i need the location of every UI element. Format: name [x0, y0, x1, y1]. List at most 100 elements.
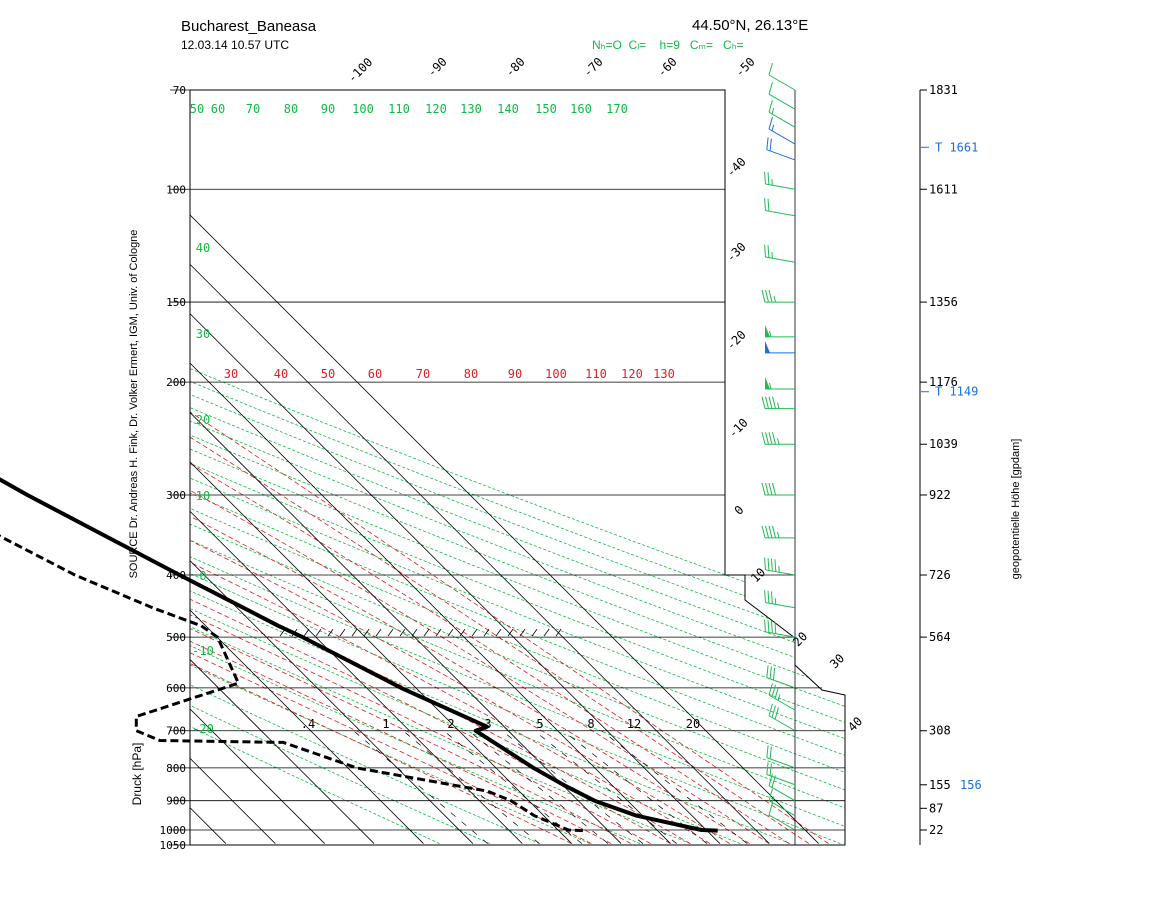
isotherm-label: -90	[425, 55, 450, 80]
height-tick-label: 922	[929, 488, 951, 502]
barb-flag	[761, 396, 766, 409]
barb-flag	[761, 289, 766, 303]
barb-flag	[774, 686, 779, 699]
barb-staff	[766, 677, 796, 689]
pressure-tick-label: 200	[166, 376, 186, 389]
barb-flag	[774, 707, 779, 720]
wind-barb	[765, 377, 795, 390]
isotherm	[0, 90, 127, 844]
barb-flag	[767, 245, 770, 258]
isotherm-label: -60	[655, 55, 680, 80]
barb-half-flag	[777, 694, 781, 701]
barb-staff	[765, 631, 796, 638]
station-name: Bucharest_Baneasa	[181, 18, 317, 35]
pressure-tick-label: 500	[166, 631, 186, 644]
isotherm-label: -30	[724, 240, 749, 265]
isotherm	[190, 90, 375, 844]
dry-adiabat-label: 10	[196, 489, 210, 503]
mixing-ratio-line	[402, 730, 540, 844]
sounding-profiles	[0, 477, 718, 833]
dry-adiabat	[190, 90, 845, 844]
dry-adiabat	[190, 90, 845, 844]
dry-adiabat-label: -20	[192, 722, 214, 736]
moist-adiabat-label: 50	[321, 367, 335, 381]
barb-flag	[770, 620, 773, 634]
wind-barb	[765, 340, 795, 354]
level-hatch	[483, 628, 490, 637]
mixing-ratio-label: 3	[484, 717, 491, 731]
barb-flag	[761, 525, 766, 538]
wind-barbs	[761, 62, 796, 831]
level-hatch	[423, 628, 430, 637]
barb-pennant	[765, 377, 770, 390]
barb-staff	[768, 715, 796, 732]
wind-barb	[768, 100, 796, 128]
dry-adiabat	[190, 90, 845, 844]
level-hatch	[555, 628, 562, 637]
dry-adiabat-label: 140	[497, 102, 519, 116]
level-hatch	[531, 628, 538, 637]
height-tick-label: 564	[929, 630, 951, 644]
dry-adiabat-label: 150	[535, 102, 557, 116]
barb-staff	[766, 149, 796, 161]
barb-half-flag	[777, 531, 780, 538]
tropopause-label: T 1661	[935, 140, 978, 154]
moist-adiabats	[190, 381, 829, 844]
barb-flag	[768, 289, 773, 303]
dry-adiabat-label: 100	[352, 102, 374, 116]
wind-barb	[761, 482, 795, 496]
barb-flag	[768, 703, 773, 716]
wind-barb	[766, 665, 796, 689]
pressure-tick-label: 800	[166, 762, 186, 775]
isotherm	[190, 90, 572, 844]
dry-adiabat-label: -10	[192, 644, 214, 658]
pressure-tick-label: 1050	[160, 839, 187, 852]
barb-flag	[768, 62, 773, 76]
dry-adiabat-label: 120	[425, 102, 447, 116]
dry-adiabat	[190, 90, 641, 844]
mixing-ratio-label: 12	[627, 717, 641, 731]
wind-barb	[764, 198, 796, 217]
wind-barb	[766, 762, 796, 786]
tropopause-label: T 1149	[935, 385, 978, 399]
barb-half-flag	[769, 382, 772, 390]
observation-time: 12.03.14 10.57 UTC	[181, 38, 290, 52]
isotherm-label: -20	[724, 328, 749, 353]
height-tick-label: 22	[929, 823, 943, 837]
dewpoint-profile	[0, 534, 583, 833]
barb-staff	[768, 93, 796, 110]
mixing-ratio-label: .4	[301, 717, 315, 731]
dry-adiabat	[190, 90, 440, 844]
level-hatch	[507, 628, 514, 637]
barb-staff	[766, 757, 796, 769]
level-hatch	[315, 628, 322, 637]
barb-flag	[768, 82, 773, 95]
dry-adiabat-label: 70	[246, 102, 260, 116]
height-tick-label: 87	[929, 801, 943, 815]
barb-flag	[768, 100, 773, 113]
pressure-tick-label: 300	[166, 489, 186, 502]
barb-staff	[766, 774, 796, 786]
wind-barb	[764, 244, 796, 263]
mixing-ratio-label: 20	[686, 717, 700, 731]
isotherm	[0, 90, 78, 844]
barb-staff	[765, 256, 796, 263]
dry-adiabat-label: 60	[211, 102, 225, 116]
barb-pennant	[765, 340, 770, 353]
barb-flag	[764, 590, 766, 603]
height-tick-label: 1611	[929, 182, 958, 196]
mixing-ratio-line	[501, 730, 644, 844]
barb-flag	[767, 590, 770, 604]
dry-adiabat	[190, 90, 841, 844]
isotherm	[190, 90, 325, 844]
barb-flag	[770, 558, 773, 572]
pressure-tick-label: 600	[166, 682, 186, 695]
height-tick-label: 308	[929, 724, 951, 738]
moist-adiabat	[190, 480, 592, 844]
moist-adiabat-label: 80	[464, 367, 478, 381]
wind-barb	[764, 619, 796, 638]
barb-flag	[774, 621, 777, 634]
level-hatch	[303, 628, 310, 637]
isotherm	[190, 90, 770, 844]
